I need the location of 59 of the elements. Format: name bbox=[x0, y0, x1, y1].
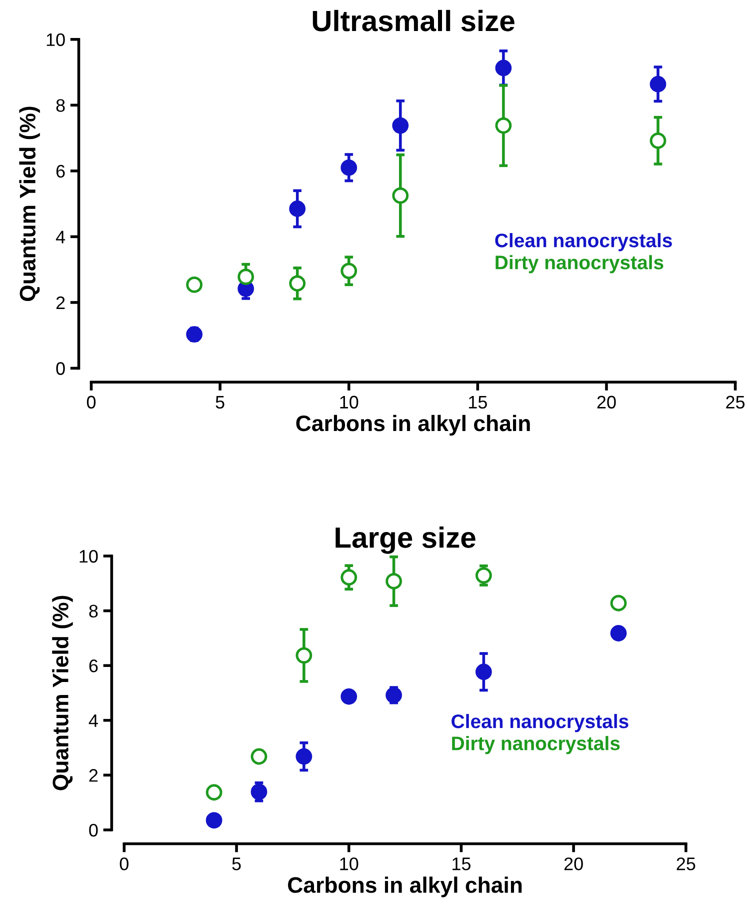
point bbox=[250, 748, 268, 765]
point bbox=[296, 647, 312, 664]
point bbox=[610, 625, 627, 642]
y-axis-title: Quantum Yield (%) bbox=[19, 106, 40, 302]
x-tick-label: 20 bbox=[564, 857, 583, 870]
y-tick-label: 10 bbox=[46, 33, 65, 46]
point bbox=[206, 812, 222, 829]
x-tick-label: 10 bbox=[340, 396, 358, 409]
y-tick-label: 8 bbox=[56, 99, 65, 112]
point bbox=[289, 275, 306, 292]
point bbox=[392, 187, 409, 204]
point bbox=[610, 594, 627, 612]
point bbox=[186, 276, 202, 293]
point bbox=[386, 573, 402, 590]
x-tick-label: 0 bbox=[120, 857, 128, 870]
point bbox=[340, 569, 358, 586]
point bbox=[296, 748, 312, 765]
x-tick-label: 15 bbox=[452, 858, 470, 870]
point bbox=[475, 567, 492, 584]
y-tick-label: 6 bbox=[56, 164, 65, 178]
point bbox=[250, 784, 268, 800]
point bbox=[238, 268, 254, 286]
point bbox=[340, 688, 358, 705]
x-tick-label: 25 bbox=[676, 857, 696, 870]
y-tick-label: 4 bbox=[88, 714, 98, 727]
y-tick-label: 6 bbox=[89, 660, 98, 672]
x-axis-title: Carbons in alkyl chain bbox=[296, 414, 530, 436]
y-tick-label: 2 bbox=[89, 769, 98, 782]
x-tick-label: 20 bbox=[597, 396, 616, 409]
point bbox=[340, 262, 358, 280]
text: Clean nanocrystals bbox=[452, 714, 628, 732]
x-axis-title: Carbons in alkyl chain bbox=[288, 876, 522, 898]
y-tick-label: 2 bbox=[56, 296, 65, 310]
x-tick-label: 15 bbox=[469, 396, 487, 409]
text: Dirty nanocrystals bbox=[452, 736, 620, 754]
y-axis-title: Quantum Yield (%) bbox=[52, 596, 73, 790]
point bbox=[206, 784, 222, 801]
point bbox=[495, 117, 512, 134]
x-tick-label: 10 bbox=[340, 857, 358, 870]
y-tick-label: 8 bbox=[89, 604, 98, 618]
point bbox=[650, 132, 666, 149]
point bbox=[475, 664, 492, 680]
point bbox=[495, 60, 512, 76]
point bbox=[650, 76, 666, 92]
chart-title: Ultrasmall size bbox=[312, 10, 514, 32]
x-tick-label: 5 bbox=[216, 396, 224, 409]
y-tick-label: 0 bbox=[56, 362, 65, 375]
point bbox=[289, 200, 306, 217]
x-tick-label: 5 bbox=[232, 858, 241, 870]
text: Clean nanocrystals bbox=[495, 233, 672, 252]
x-tick-label: 25 bbox=[726, 396, 745, 409]
point bbox=[340, 159, 358, 176]
y-tick-label: 4 bbox=[56, 230, 66, 244]
point bbox=[392, 117, 409, 134]
point bbox=[186, 326, 202, 343]
chart-title: Large size bbox=[336, 526, 476, 554]
y-tick-label: 0 bbox=[89, 824, 98, 837]
y-tick-label: 10 bbox=[80, 550, 98, 563]
text: Dirty nanocrystals bbox=[496, 255, 664, 274]
